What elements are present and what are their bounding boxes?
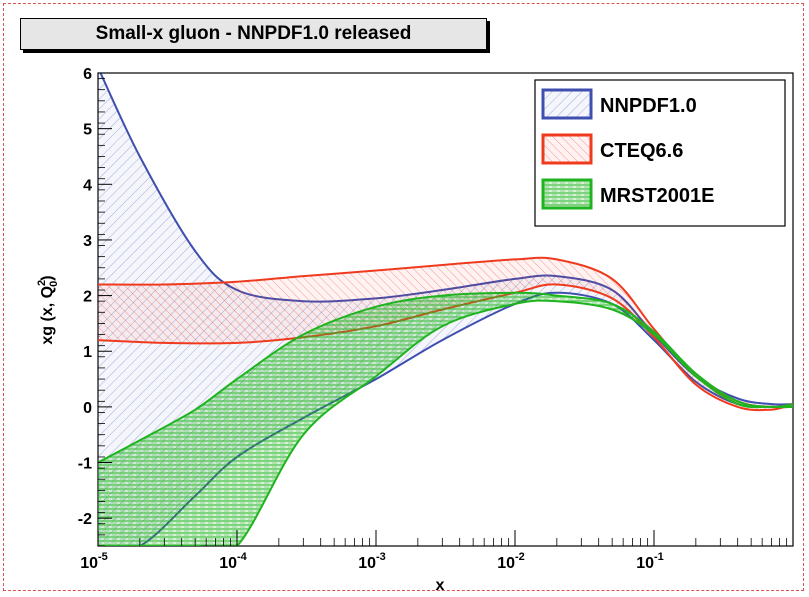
- y-tick-label: 5: [83, 122, 92, 139]
- x-axis-label: x: [436, 577, 445, 594]
- y-axis-label-close: ): [39, 275, 56, 280]
- bands-group: [98, 73, 793, 546]
- mrst-legend-label: MRST2001E: [600, 185, 715, 207]
- y-tick-label: 4: [83, 177, 92, 194]
- y-tick-label: 0: [83, 400, 92, 417]
- y-axis-label-main: xg (x, Q: [39, 286, 56, 345]
- figure-frame: [3, 3, 804, 591]
- y-axis-label-sub: 0: [48, 281, 60, 287]
- x-tick-label: 10-4: [219, 551, 247, 572]
- cteq-legend-swatch: [541, 133, 593, 165]
- y-tick-label: 3: [83, 233, 92, 250]
- mrst-legend-swatch: [541, 178, 593, 210]
- x-tick-label: 10-2: [497, 551, 525, 572]
- nnpdf-legend-swatch: [541, 88, 593, 120]
- y-tick-label: 1: [83, 344, 92, 361]
- legend: NNPDF1.0 CTEQ6.6 MRST2001E: [534, 79, 786, 227]
- y-tick-label: 6: [83, 66, 92, 83]
- mrst-band: [98, 292, 793, 546]
- y-tick-label: -2: [78, 511, 92, 528]
- y-axis-label: xg (x, Q20): [36, 275, 60, 344]
- x-tick-label: 10-3: [358, 551, 386, 572]
- nnpdf-legend-label: NNPDF1.0: [600, 95, 697, 117]
- mrst-lower-line: [98, 299, 793, 546]
- cteq-legend-label: CTEQ6.6: [600, 140, 683, 162]
- y-tick-label: 2: [83, 289, 92, 306]
- cteq-band: [98, 257, 793, 411]
- x-tick-label: 10-5: [80, 551, 108, 572]
- chart-title: Small-x gluon - NNPDF1.0 released: [20, 18, 487, 50]
- y-axis-label-sup: 2: [36, 280, 48, 286]
- x-tick-label: 10-1: [636, 551, 664, 572]
- mrst-upper-line: [98, 291, 793, 464]
- cteq-lower-line: [98, 283, 793, 412]
- y-tick-label: -1: [78, 456, 92, 473]
